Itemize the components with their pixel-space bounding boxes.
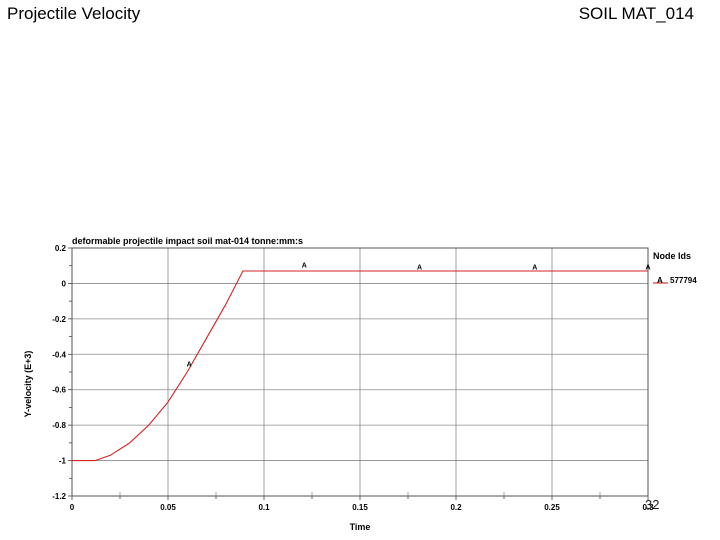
legend-title: Node Ids bbox=[653, 251, 691, 261]
legend-marker: A bbox=[657, 276, 663, 285]
y-tick-label: 0.2 bbox=[55, 244, 67, 253]
page-number: 32 bbox=[645, 497, 660, 512]
x-tick-label: 0.2 bbox=[450, 503, 462, 512]
series-marker: A bbox=[645, 264, 650, 271]
y-tick-label: -1.2 bbox=[52, 492, 66, 501]
x-tick-label: 0.05 bbox=[160, 503, 176, 512]
y-axis-label: Y-velocity (E+3) bbox=[23, 351, 33, 418]
series-marker: A bbox=[187, 362, 192, 369]
x-tick-label: 0.1 bbox=[258, 503, 270, 512]
plot-frame bbox=[71, 247, 649, 497]
series-marker: A bbox=[417, 264, 422, 271]
legend-node-id: 577794 bbox=[670, 276, 697, 285]
x-tick-label: 0.25 bbox=[544, 503, 560, 512]
series-marker: A bbox=[302, 262, 307, 269]
series-marker: A bbox=[532, 264, 537, 271]
y-tick-label: -0.6 bbox=[52, 386, 66, 395]
y-tick-label: -0.4 bbox=[52, 350, 66, 359]
y-tick-label: -1 bbox=[59, 457, 67, 466]
y-tick-label: -0.8 bbox=[52, 421, 66, 430]
x-tick-label: 0.15 bbox=[352, 503, 368, 512]
slide-title: Projectile Velocity bbox=[7, 4, 141, 23]
chart-title: deformable projectile impact soil mat-01… bbox=[72, 236, 303, 246]
plot-area: 0.2 0 -0.2 -0.4 -0.6 -0.8 -1 -1.2 0 0.05 0.1 0.15 0.… bbox=[52, 244, 697, 512]
y-tick-label: 0 bbox=[62, 279, 67, 288]
series-line bbox=[72, 270, 648, 462]
x-tick-label: 0 bbox=[70, 503, 75, 512]
x-tick-label: 0.3 bbox=[642, 503, 654, 512]
x-axis-label: Time bbox=[350, 522, 371, 532]
slide-subtitle: SOIL MAT_014 bbox=[578, 4, 694, 23]
y-tick-label: -0.2 bbox=[52, 315, 66, 324]
